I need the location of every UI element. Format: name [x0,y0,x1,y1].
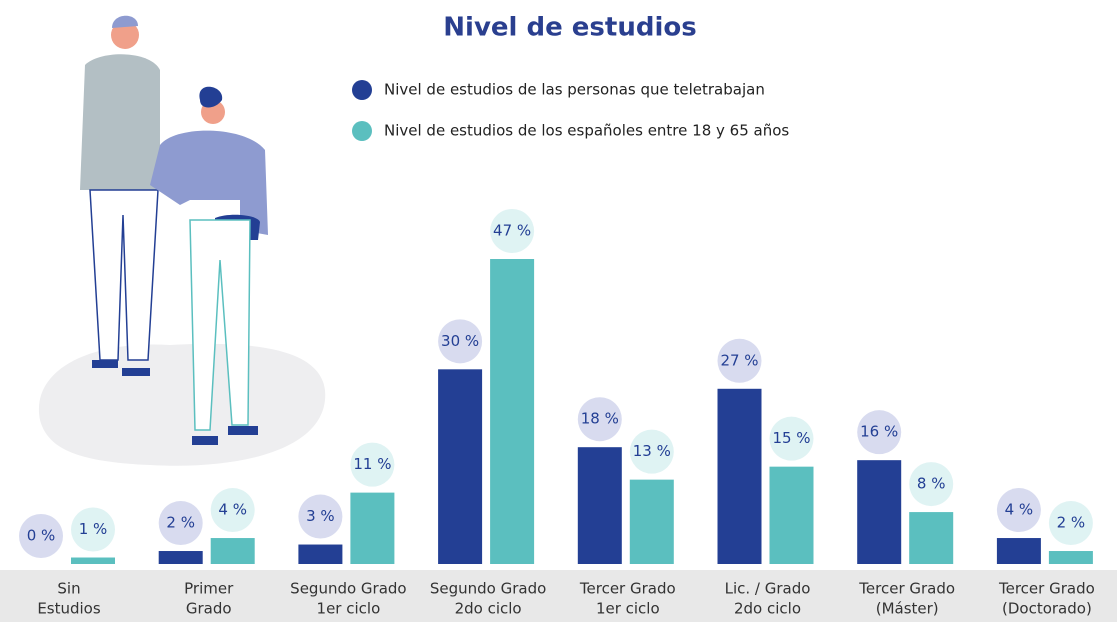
x-tick-label: Primer [184,580,234,598]
chart-title: Nivel de estudios [443,13,696,43]
x-tick-label: Tercer Grado [858,580,955,598]
bar [629,479,674,564]
bar [577,447,622,564]
value-label: 2 % [1057,514,1086,532]
value-label: 27 % [720,351,758,369]
value-bubble [717,338,762,383]
bar [490,259,535,564]
bar [210,538,255,564]
x-tick-label: 1er ciclo [596,600,660,618]
value-label: 13 % [633,442,671,460]
legend-swatch [352,121,372,141]
category-band [0,570,1117,622]
value-label: 4 % [218,501,247,519]
bar [298,544,343,564]
x-tick-label: 2do ciclo [455,600,522,618]
value-bubble [629,429,674,474]
x-tick-label: Lic. / Grado [725,580,811,598]
legend-label: Nivel de estudios de las personas que te… [384,81,765,99]
bar [1048,551,1093,564]
x-tick-label: 1er ciclo [317,600,381,618]
value-bubble [438,319,483,364]
bar [717,388,762,564]
value-bubble [19,514,63,558]
bar [438,369,483,564]
legend-swatch [352,80,372,100]
value-bubble [769,416,814,461]
x-tick-label: Tercer Grado [998,580,1095,598]
value-label: 2 % [166,514,195,532]
x-tick-label: Sin [57,580,80,598]
legend-label: Nivel de estudios de los españoles entre… [384,122,789,140]
bar [350,492,395,564]
value-label: 4 % [1005,501,1034,519]
bar [996,538,1041,564]
value-bubble [350,442,395,487]
value-bubble [1048,501,1093,546]
value-bubble [996,488,1041,533]
value-label: 11 % [353,455,391,473]
value-label: 3 % [306,507,335,525]
value-bubble [577,397,622,442]
value-label: 15 % [772,429,810,447]
bar [71,557,115,564]
value-bubble [71,507,115,552]
bar [909,512,954,564]
x-tick-label: Tercer Grado [579,580,676,598]
value-label: 18 % [581,410,619,428]
x-tick-label: Grado [186,600,232,618]
value-bubble [298,494,343,539]
value-label: 8 % [917,475,946,493]
value-bubble [210,488,255,533]
value-bubble [857,410,902,455]
value-bubble [158,501,203,546]
x-tick-label: (Doctorado) [1002,600,1092,618]
x-tick-label: Segundo Grado [290,580,406,598]
value-bubble [490,209,535,253]
bar [769,466,814,564]
value-label: 1 % [79,520,108,538]
x-tick-label: Estudios [37,600,101,618]
x-tick-label: Segundo Grado [430,580,546,598]
bar [158,551,203,564]
value-bubble [909,462,954,507]
value-label: 16 % [860,423,898,441]
x-tick-label: (Máster) [876,600,939,618]
x-tick-label: 2do ciclo [734,600,801,618]
value-label: 30 % [441,332,479,350]
illustration [38,15,326,466]
value-label: 47 % [493,222,531,240]
value-label: 0 % [27,527,56,545]
bar [857,460,902,564]
